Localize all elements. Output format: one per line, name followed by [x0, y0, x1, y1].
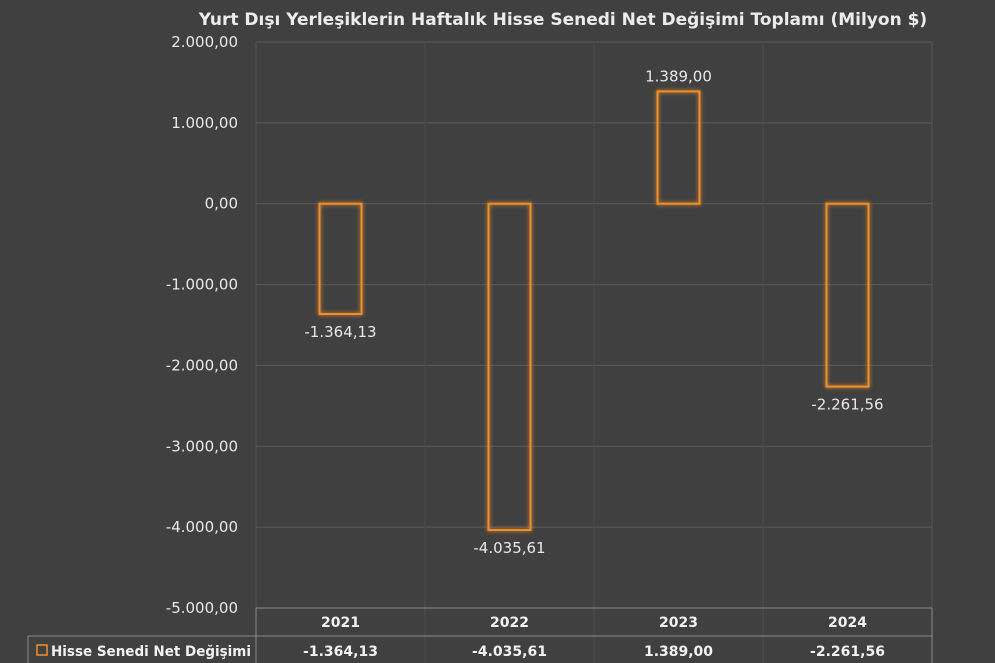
- y-tick-label: 2.000,00: [171, 33, 238, 51]
- y-axis-ticks: 2.000,00 1.000,00 0,00 -1.000,00 -2.000,00 -3…: [166, 33, 238, 617]
- y-tick-label: -3.000,00: [166, 437, 238, 455]
- data-label: 1.389,00: [645, 67, 712, 85]
- data-label: -4.035,61: [473, 539, 545, 557]
- x-tick-label: 2021: [321, 615, 360, 631]
- table-value: -4.035,61: [472, 644, 547, 660]
- x-tick-label: 2024: [828, 615, 867, 631]
- y-tick-label: -4.000,00: [166, 518, 238, 536]
- y-tick-label: 0,00: [205, 195, 238, 213]
- bar: [318, 202, 363, 316]
- legend-series-name: Hisse Senedi Net Değişimi: [51, 644, 251, 660]
- table-value: 1.389,00: [644, 644, 713, 660]
- bar: [825, 202, 870, 388]
- legend-key-icon: [36, 644, 48, 656]
- table-value: -2.261,56: [810, 644, 885, 660]
- data-label: -1.364,13: [304, 323, 376, 341]
- gridlines: [255, 41, 933, 663]
- chart-title: Yurt Dışı Yerleşiklerin Haftalık Hisse S…: [198, 10, 927, 30]
- y-tick-label: 1.000,00: [171, 114, 238, 132]
- bar: [656, 90, 701, 205]
- y-tick-label: -2.000,00: [166, 356, 238, 374]
- data-label: -2.261,56: [811, 396, 883, 414]
- x-tick-label: 2022: [490, 615, 529, 631]
- x-tick-label: 2023: [659, 615, 698, 631]
- table-value: -1.364,13: [303, 644, 378, 660]
- y-tick-label: -1.000,00: [166, 276, 238, 294]
- bar: [487, 202, 532, 532]
- data-labels: -1.364,13 -4.035,61 1.389,00 -2.261,56: [304, 67, 883, 557]
- data-table: Hisse Senedi Net Değişimi 2021 -1.364,13 2…: [27, 607, 933, 663]
- y-tick-label: -5.000,00: [166, 599, 238, 617]
- bars: [318, 90, 870, 532]
